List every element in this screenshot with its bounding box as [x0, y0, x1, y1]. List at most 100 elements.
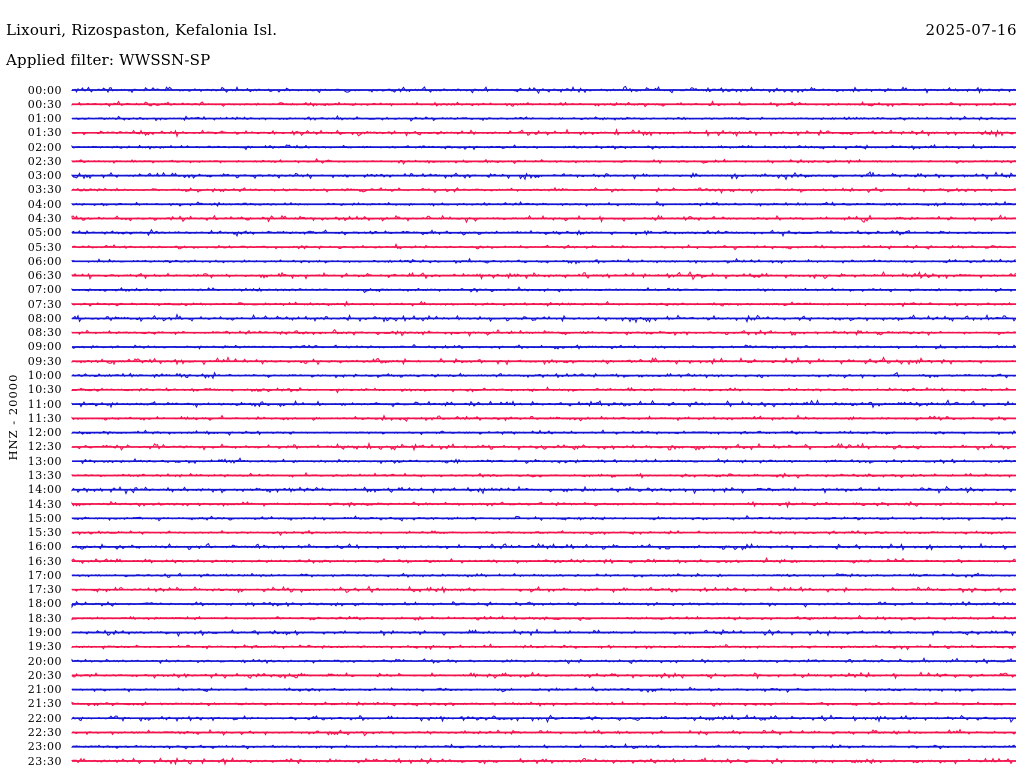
- trace-row: [71, 471, 1016, 479]
- trace-row: [71, 485, 1016, 495]
- time-label: 15:30: [27, 526, 62, 540]
- trace-row: [71, 643, 1016, 651]
- time-label: 20:30: [27, 668, 62, 682]
- trace-row: [71, 628, 1016, 638]
- time-label: 10:30: [27, 383, 62, 397]
- trace-row: [71, 514, 1016, 522]
- time-label: 03:00: [27, 169, 62, 183]
- trace-row: [71, 399, 1016, 409]
- trace-row: [71, 371, 1016, 380]
- time-label: 01:30: [27, 126, 62, 140]
- time-label: 11:00: [27, 397, 62, 411]
- trace-row: [71, 386, 1016, 394]
- trace-row: [71, 572, 1016, 579]
- time-label: 06:30: [27, 269, 62, 283]
- time-label: 09:00: [27, 340, 62, 354]
- time-label: 16:30: [27, 554, 62, 568]
- trace-row: [71, 270, 1016, 281]
- trace-row: [71, 143, 1016, 151]
- time-label: 22:30: [27, 725, 62, 739]
- time-label: 21:30: [27, 697, 62, 711]
- trace-row: [71, 542, 1016, 552]
- time-label: 22:00: [27, 711, 62, 725]
- time-label: 00:30: [27, 97, 62, 111]
- time-label: 13:00: [27, 454, 62, 468]
- page-title: Lixouri, Rizospaston, Kefalonia Isl.: [6, 21, 278, 39]
- time-label: 17:00: [27, 568, 62, 582]
- time-label: 12:30: [27, 440, 62, 454]
- trace-row: [71, 228, 1016, 238]
- time-label: 20:00: [27, 654, 62, 668]
- trace-row: [71, 529, 1016, 537]
- time-label: 19:30: [27, 640, 62, 654]
- time-label: 05:30: [27, 240, 62, 254]
- time-axis: 00:00 00:30 01:00 01:30 02:00 02:30 03:00 03:30…: [0, 0, 62, 780]
- trace-row: [71, 414, 1016, 422]
- trace-row: [71, 429, 1016, 437]
- trace-row: [71, 243, 1016, 251]
- time-label: 10:00: [27, 369, 62, 383]
- trace-row: [71, 600, 1016, 609]
- time-label: 07:00: [27, 283, 62, 297]
- trace-row: [71, 186, 1016, 195]
- time-label: 12:00: [27, 426, 62, 440]
- time-label: 09:30: [27, 354, 62, 368]
- trace-row: [71, 214, 1016, 224]
- trace-row: [71, 157, 1016, 165]
- trace-row: [71, 257, 1016, 265]
- trace-row: [71, 756, 1016, 766]
- trace-row: [71, 714, 1016, 724]
- time-label: 03:30: [27, 183, 62, 197]
- time-label: 14:30: [27, 497, 62, 511]
- trace-row: [71, 114, 1016, 122]
- time-label: 14:00: [27, 483, 62, 497]
- time-label: 23:00: [27, 740, 62, 754]
- trace-row: [71, 328, 1016, 337]
- trace-row: [71, 286, 1016, 294]
- trace-row: [71, 556, 1016, 565]
- trace-row: [71, 200, 1016, 207]
- trace-row: [71, 127, 1016, 138]
- time-label: 18:00: [27, 597, 62, 611]
- trace-row: [71, 457, 1016, 465]
- trace-row: [71, 701, 1016, 708]
- trace-row: [71, 170, 1016, 181]
- time-label: 16:00: [27, 540, 62, 554]
- time-label: 01:00: [27, 112, 62, 126]
- time-label: 23:30: [27, 754, 62, 768]
- trace-row: [71, 585, 1016, 594]
- time-label: 21:00: [27, 683, 62, 697]
- date-label: 2025-07-16: [925, 21, 1017, 39]
- time-label: 18:30: [27, 611, 62, 625]
- time-label: 02:30: [27, 154, 62, 168]
- time-label: 07:30: [27, 297, 62, 311]
- trace-row: [71, 614, 1016, 621]
- trace-row: [71, 313, 1016, 324]
- time-label: 11:30: [27, 411, 62, 425]
- trace-row: [71, 500, 1016, 509]
- time-label: 15:00: [27, 511, 62, 525]
- time-label: 02:00: [27, 140, 62, 154]
- trace-row: [71, 671, 1016, 680]
- trace-row: [71, 657, 1016, 665]
- time-label: 13:30: [27, 468, 62, 482]
- trace-row: [71, 300, 1016, 308]
- filter-label: Applied filter: WWSSN-SP: [6, 51, 211, 69]
- time-label: 04:00: [27, 197, 62, 211]
- trace-row: [71, 728, 1016, 737]
- trace-row: [71, 441, 1016, 452]
- trace-row: [71, 356, 1016, 366]
- time-label: 06:00: [27, 254, 62, 268]
- trace-row: [71, 100, 1016, 108]
- time-label: 04:30: [27, 211, 62, 225]
- trace-row: [71, 343, 1016, 350]
- time-label: 08:00: [27, 311, 62, 325]
- trace-row: [71, 686, 1016, 693]
- trace-row: [71, 743, 1016, 751]
- time-label: 00:00: [27, 83, 62, 97]
- time-label: 19:00: [27, 626, 62, 640]
- time-label: 05:00: [27, 226, 62, 240]
- trace-row: [71, 85, 1016, 95]
